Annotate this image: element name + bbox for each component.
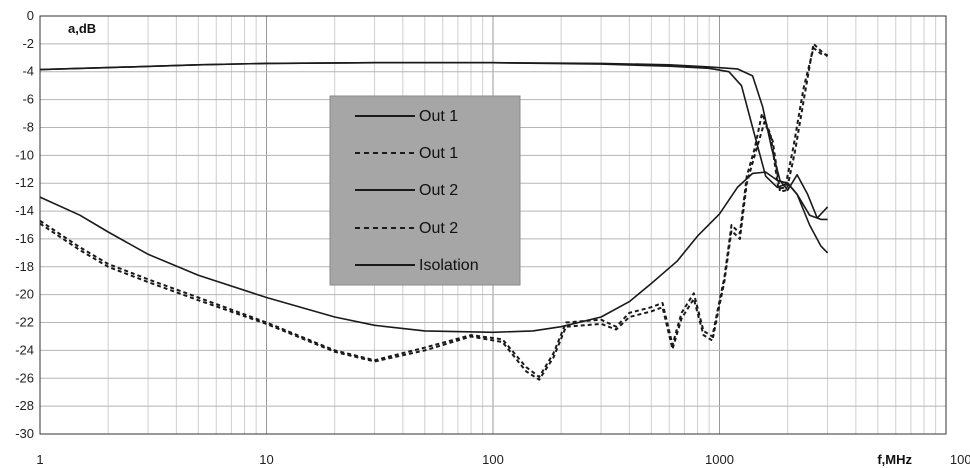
y-tick-label: -10 — [15, 147, 34, 162]
y-tick-label: -30 — [15, 426, 34, 441]
y-tick-label: -24 — [15, 342, 34, 357]
x-tick-label: 10000 — [950, 452, 970, 467]
x-tick-label: 1 — [36, 452, 43, 467]
y-axis-title: a,dB — [68, 21, 96, 36]
legend-entry-out-1-solid: Out 1 — [355, 108, 458, 125]
x-tick-label: 100 — [482, 452, 504, 467]
y-tick-label: -6 — [22, 92, 34, 107]
plot-frame — [39, 15, 947, 435]
series-line-out-2-dashed — [39, 42, 829, 381]
y-tick-label: -22 — [15, 315, 34, 330]
legend-entry-isolation: Isolation — [355, 257, 479, 274]
y-tick-label: -4 — [22, 64, 34, 79]
x-tick-label: 1000 — [705, 452, 734, 467]
y-tick-label: -14 — [15, 203, 34, 218]
series-line-out-2-solid — [39, 61, 829, 219]
x-tick-label: 10 — [259, 452, 273, 467]
legend-label-out-2-solid: Out 2 — [419, 182, 458, 199]
y-tick-label: 0 — [27, 8, 34, 23]
legend: Out 1 Out 1 Out 2 Out 2 Isolation — [329, 95, 521, 286]
y-tick-label: -2 — [22, 36, 34, 51]
legend-label-out-1-dashed: Out 1 — [419, 145, 458, 162]
series-lines — [39, 42, 829, 381]
legend-entry-out-1-dashed: Out 1 — [355, 145, 458, 162]
y-tick-label: -16 — [15, 231, 34, 246]
legend-label-out-2-dashed: Out 2 — [419, 220, 458, 237]
legend-entry-out-2-dashed: Out 2 — [355, 220, 458, 237]
legend-entry-out-2-solid: Out 2 — [355, 182, 458, 199]
x-axis-title: f,MHz — [877, 452, 912, 467]
series-line-isolation-solid — [39, 171, 829, 334]
tick-labels: 0 -2 -4 -6 -8 -10 -12 -14 -16 -18 -20 -22 -24 -26 -28 -… — [15, 8, 970, 467]
y-tick-label: -20 — [15, 287, 34, 302]
y-tick-label: -26 — [15, 370, 34, 385]
y-tick-label: -12 — [15, 175, 34, 190]
y-tick-label: -8 — [22, 119, 34, 134]
y-tick-label: -18 — [15, 259, 34, 274]
legend-label-isolation: Isolation — [419, 257, 479, 274]
legend-label-out-1-solid: Out 1 — [419, 108, 458, 125]
y-tick-label: -28 — [15, 398, 34, 413]
